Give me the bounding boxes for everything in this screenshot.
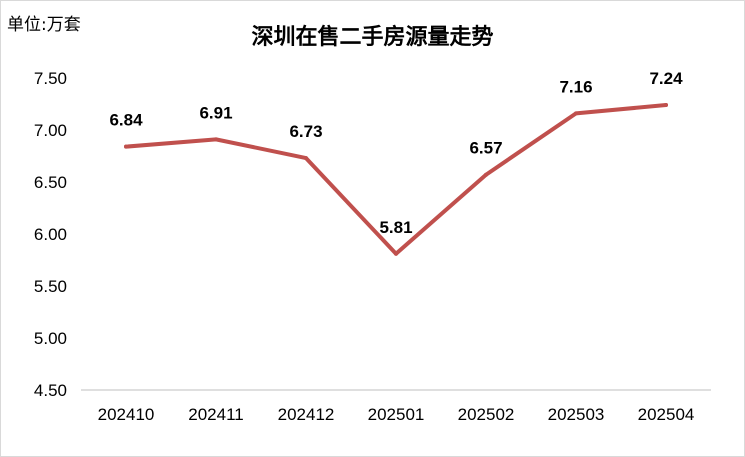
data-point [304, 156, 308, 161]
data-point [574, 111, 578, 116]
data-label: 6.73 [289, 122, 322, 141]
data-point [124, 144, 128, 149]
x-tick-label: 202504 [638, 405, 695, 424]
x-tick-label: 202410 [98, 405, 155, 424]
unit-label: 单位:万套 [7, 15, 81, 35]
y-tick-label: 7.50 [34, 69, 67, 88]
data-point [664, 103, 668, 108]
chart-title: 深圳在售二手房源量走势 [251, 24, 494, 50]
data-label: 5.81 [379, 218, 412, 237]
x-tick-label: 202503 [548, 405, 605, 424]
x-tick-label: 202411 [188, 405, 243, 424]
y-tick-label: 4.50 [34, 381, 67, 400]
data-point [214, 137, 218, 142]
data-label: 6.57 [469, 139, 502, 158]
data-label: 7.16 [559, 77, 592, 96]
x-tick-label: 202412 [278, 405, 335, 424]
data-point [394, 251, 398, 256]
x-tick-label: 202501 [368, 405, 425, 424]
y-tick-label: 6.00 [34, 225, 67, 244]
y-tick-label: 5.50 [34, 277, 67, 296]
data-label: 6.84 [109, 111, 143, 130]
data-label: 7.24 [649, 69, 683, 88]
data-point [484, 172, 488, 177]
x-tick-label: 202502 [458, 405, 515, 424]
data-label: 6.91 [199, 103, 232, 122]
y-tick-label: 5.00 [34, 329, 67, 348]
y-tick-label: 6.50 [34, 173, 67, 192]
y-tick-label: 7.00 [34, 121, 67, 140]
